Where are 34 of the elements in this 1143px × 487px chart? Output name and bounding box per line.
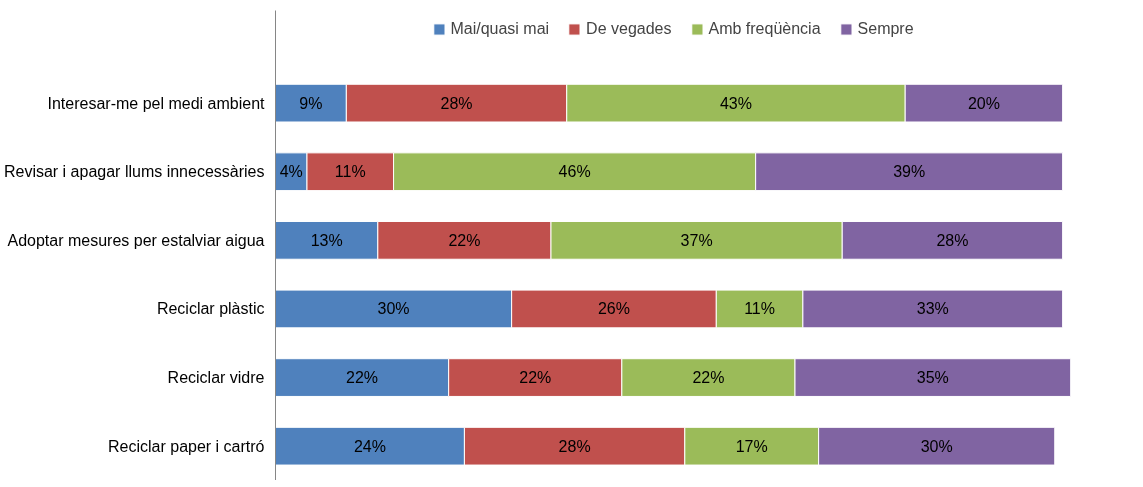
data-label: 13% xyxy=(310,231,343,249)
data-label: 9% xyxy=(299,94,323,112)
legend-label: Mai/quasi mai xyxy=(450,20,550,38)
y-tick-label: Reciclar plàstic xyxy=(156,300,265,318)
data-label: 22% xyxy=(346,369,379,387)
data-label: 37% xyxy=(680,231,713,249)
y-tick-label: Adoptar mesures per estalviar aigua xyxy=(7,231,265,249)
legend-label: De vegades xyxy=(586,20,672,38)
data-label: 46% xyxy=(558,163,591,181)
y-tick-label: Reciclar paper i cartró xyxy=(108,437,265,455)
data-label: 11% xyxy=(744,300,776,318)
data-label: 30% xyxy=(920,437,953,455)
data-label: 24% xyxy=(353,437,386,455)
data-label: 28% xyxy=(936,231,969,249)
data-label: 39% xyxy=(893,163,926,181)
y-tick-label: Revisar i apagar llums innecessàries xyxy=(3,163,265,181)
y-tick-label: Reciclar vidre xyxy=(167,369,265,387)
data-label: 4% xyxy=(279,163,303,181)
data-label: 11% xyxy=(334,163,366,181)
data-label: 20% xyxy=(967,94,1000,112)
data-label: 43% xyxy=(719,94,752,112)
legend-label: Sempre xyxy=(857,20,914,38)
data-label: 22% xyxy=(519,369,552,387)
legend-label: Amb freqüència xyxy=(708,20,821,38)
data-label: 28% xyxy=(440,94,473,112)
data-label: 26% xyxy=(597,300,630,318)
y-tick-label: Interesar-me pel medi ambient xyxy=(47,94,266,112)
data-label: 33% xyxy=(916,300,949,318)
data-label: 28% xyxy=(558,437,591,455)
data-label: 35% xyxy=(916,369,949,387)
data-label: 22% xyxy=(692,369,725,387)
data-label: 22% xyxy=(448,231,481,249)
data-label: 30% xyxy=(377,300,410,318)
data-label: 17% xyxy=(735,437,768,455)
